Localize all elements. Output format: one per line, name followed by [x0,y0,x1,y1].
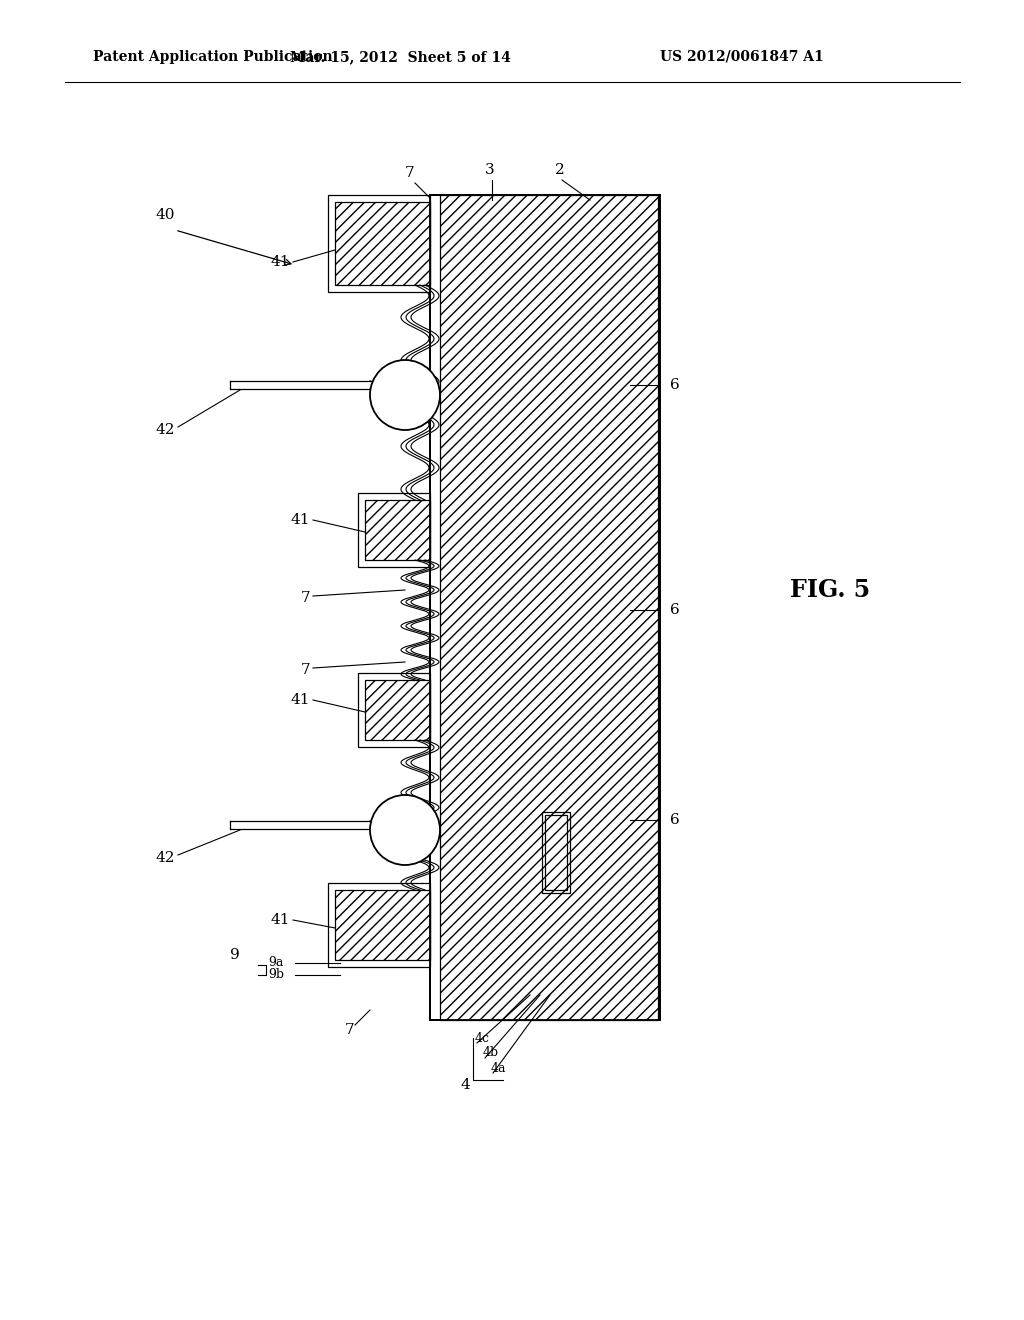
Text: 6: 6 [670,603,680,616]
Text: 4: 4 [460,1078,470,1092]
Text: Patent Application Publication: Patent Application Publication [93,50,333,63]
Text: 4a: 4a [490,1061,507,1074]
Text: 41: 41 [291,513,310,527]
Text: 9a: 9a [268,957,284,969]
Text: 2: 2 [555,162,565,177]
Text: 42: 42 [156,851,175,865]
Circle shape [370,795,440,865]
Text: 4b: 4b [483,1047,499,1060]
Text: 40: 40 [155,209,174,222]
Text: 7: 7 [345,1023,354,1038]
Bar [545,814,567,890]
Text: 41: 41 [270,255,290,269]
Circle shape [370,360,440,430]
Text: 9b: 9b [268,969,284,982]
Bar [440,195,658,1020]
Bar [430,195,660,1020]
Text: 41: 41 [291,693,310,708]
Text: 9: 9 [230,948,240,962]
Text: 6: 6 [670,813,680,828]
Text: 6: 6 [670,378,680,392]
Polygon shape [230,381,370,389]
Text: 42: 42 [156,422,175,437]
Bar [365,500,430,560]
Text: 7: 7 [300,591,310,605]
Polygon shape [230,821,370,829]
Bar [542,812,570,894]
Bar [328,195,430,292]
Text: 4c: 4c [475,1031,490,1044]
Bar [358,673,430,747]
Bar [365,680,430,741]
Bar [328,883,430,968]
Bar [358,492,430,568]
Bar [335,202,430,285]
Bar [430,195,660,1020]
Bar [335,890,430,960]
Text: 7: 7 [300,663,310,677]
Text: 41: 41 [270,913,290,927]
Text: US 2012/0061847 A1: US 2012/0061847 A1 [660,50,823,63]
Text: 3: 3 [485,162,495,177]
Text: 7: 7 [406,166,415,180]
Text: FIG. 5: FIG. 5 [790,578,870,602]
Text: Mar. 15, 2012  Sheet 5 of 14: Mar. 15, 2012 Sheet 5 of 14 [290,50,510,63]
